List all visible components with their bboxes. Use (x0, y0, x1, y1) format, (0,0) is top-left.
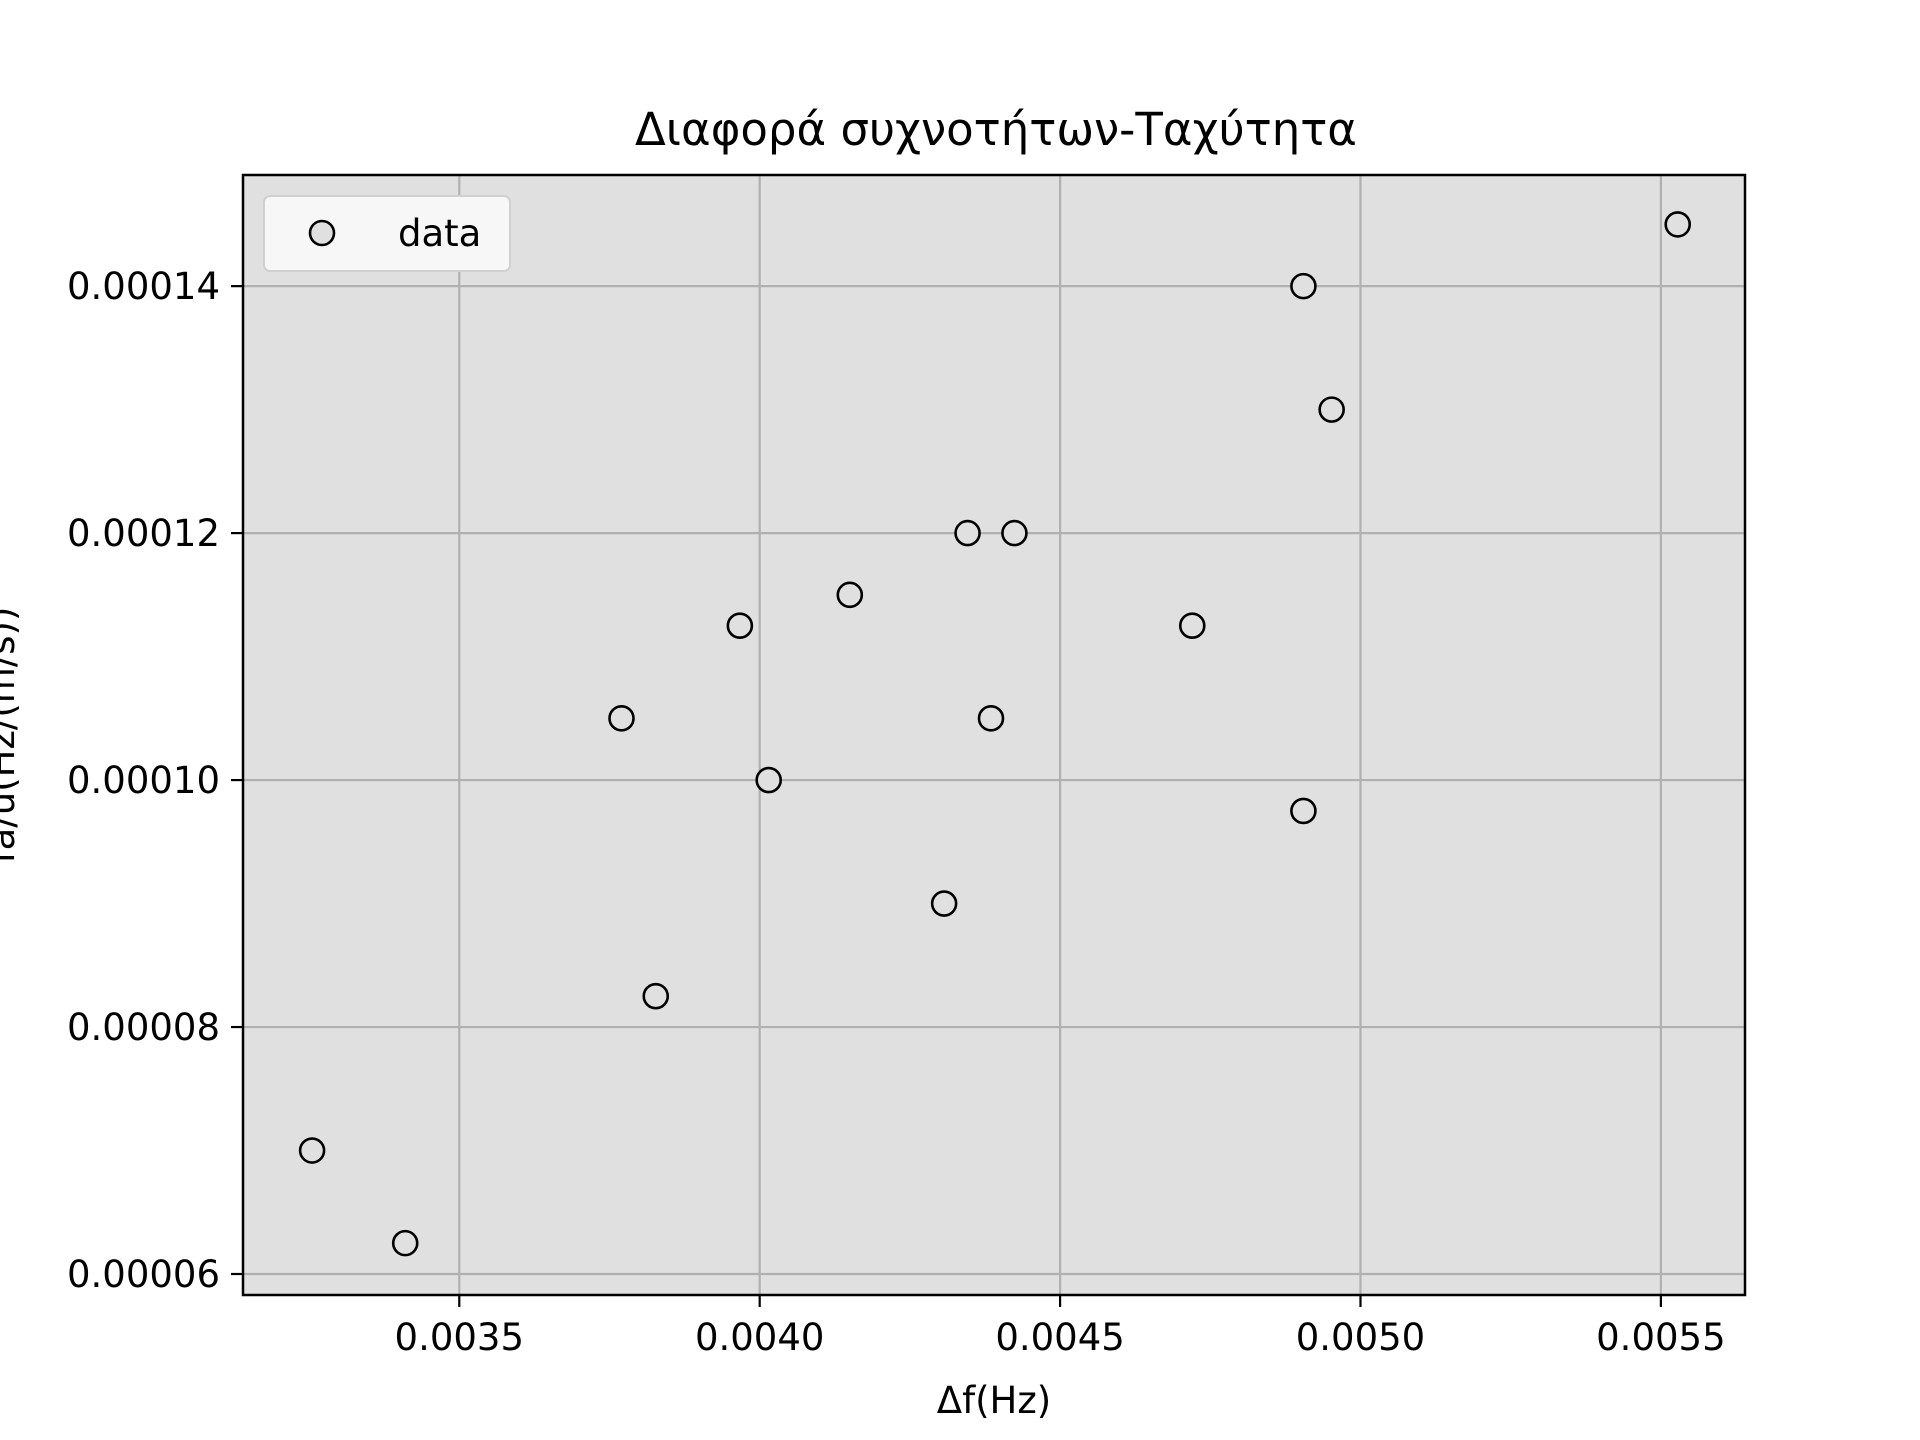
y-axis-ticks: 0.00006 0.00008 0.00010 0.00012 0.00014 (67, 265, 243, 1296)
x-tick-label: 0.0055 (1596, 1316, 1725, 1359)
y-tick-label: 0.00012 (67, 512, 220, 555)
x-tick-label: 0.0040 (695, 1316, 824, 1359)
data-point (755, 766, 783, 794)
data-point (298, 1137, 326, 1164)
legend-label: data (398, 212, 481, 255)
plot-area (243, 175, 1745, 1295)
data-point (954, 519, 981, 547)
data-point (836, 581, 864, 609)
y-tick-label: 0.00006 (67, 1253, 220, 1296)
x-tick-label: 0.0050 (1296, 1316, 1425, 1359)
data-point (1290, 797, 1317, 825)
y-axis-label: fa/u(Hz/(m/s)) (0, 607, 23, 864)
data-point (1178, 612, 1206, 640)
legend: data (263, 195, 511, 272)
x-tick-label: 0.0045 (995, 1316, 1124, 1359)
data-point (1318, 396, 1345, 423)
x-axis-label: Δf(Hz) (937, 1379, 1051, 1422)
data-point (726, 612, 754, 640)
y-tick-label: 0.00008 (67, 1006, 220, 1049)
x-axis-ticks: 0.0035 0.0040 0.0045 0.0050 0.0055 (395, 1295, 1726, 1359)
plot-frame (241, 173, 1747, 1297)
data-point (1001, 519, 1028, 547)
data-point (977, 705, 1005, 732)
legend-marker (308, 219, 336, 247)
data-point (1664, 211, 1692, 238)
data-points (298, 211, 1692, 1257)
data-point (608, 705, 635, 732)
data-point (642, 982, 670, 1010)
chart-title: Διαφορά συχνοτήτων-Ταχύτητα (635, 103, 1357, 156)
legend-box (263, 195, 511, 272)
y-tick-label: 0.00014 (67, 265, 220, 308)
data-point (1290, 272, 1317, 300)
y-tick-label: 0.00010 (67, 759, 220, 802)
grid-lines (243, 175, 1745, 1295)
x-tick-label: 0.0035 (395, 1316, 524, 1359)
data-point (391, 1229, 419, 1257)
data-point (930, 890, 958, 917)
